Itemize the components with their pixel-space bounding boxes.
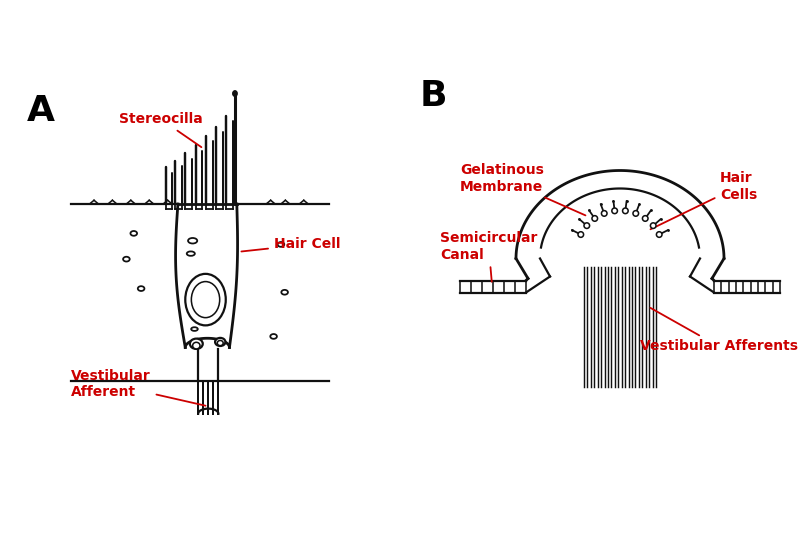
Text: Gelatinous
Membrane: Gelatinous Membrane	[460, 164, 586, 215]
Ellipse shape	[233, 91, 237, 96]
Ellipse shape	[186, 252, 195, 256]
Ellipse shape	[633, 211, 638, 216]
Ellipse shape	[602, 211, 607, 216]
Ellipse shape	[193, 342, 200, 349]
Ellipse shape	[186, 274, 226, 325]
Ellipse shape	[612, 208, 618, 214]
Text: Stereocilla: Stereocilla	[119, 112, 202, 147]
Ellipse shape	[270, 334, 277, 339]
Ellipse shape	[218, 341, 223, 345]
Text: Vestibular
Afferent: Vestibular Afferent	[71, 369, 206, 406]
Ellipse shape	[138, 286, 145, 291]
Text: A: A	[27, 93, 55, 127]
Ellipse shape	[188, 238, 198, 244]
Ellipse shape	[215, 338, 226, 346]
Text: B: B	[420, 78, 447, 112]
Ellipse shape	[584, 223, 590, 229]
Ellipse shape	[592, 216, 598, 221]
Ellipse shape	[650, 223, 656, 229]
Ellipse shape	[657, 232, 662, 237]
Text: Hair Cell: Hair Cell	[242, 237, 340, 252]
Ellipse shape	[130, 231, 137, 236]
Text: Vestibular Afferents: Vestibular Afferents	[640, 308, 798, 353]
Ellipse shape	[282, 290, 288, 295]
Text: Hair
Cells: Hair Cells	[650, 172, 758, 229]
Ellipse shape	[642, 216, 648, 221]
Ellipse shape	[191, 327, 198, 331]
Ellipse shape	[622, 208, 628, 214]
Ellipse shape	[578, 232, 583, 237]
Ellipse shape	[190, 338, 202, 349]
Text: Semicircular
Canal: Semicircular Canal	[440, 231, 538, 282]
Ellipse shape	[191, 281, 220, 318]
Ellipse shape	[278, 242, 284, 247]
Ellipse shape	[123, 257, 130, 262]
